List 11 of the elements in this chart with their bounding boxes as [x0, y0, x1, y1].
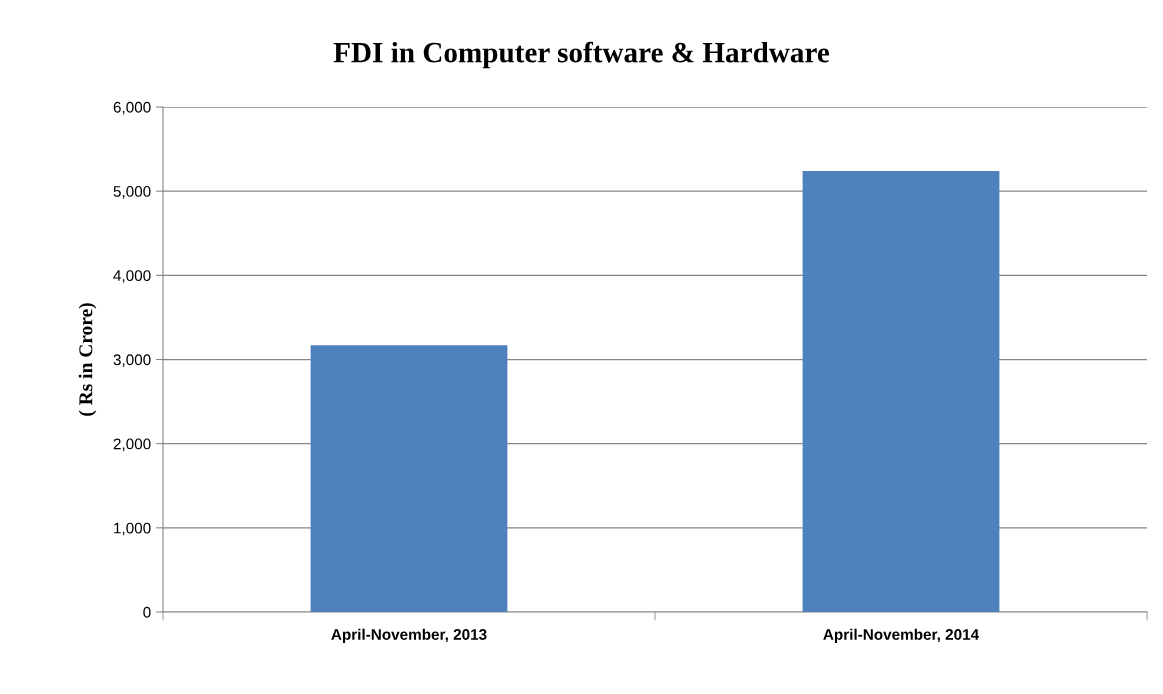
- y-tick-label: 3,000: [113, 354, 151, 367]
- x-tick-label: April-November, 2013: [331, 628, 487, 643]
- y-tick-label: 5,000: [113, 186, 151, 199]
- y-tick-label: 0: [143, 606, 151, 618]
- y-axis-title: ( Rs in Crore): [78, 303, 97, 416]
- y-tick-label: 1,000: [114, 522, 151, 536]
- y-tick-label: 2,000: [113, 438, 151, 452]
- x-tick-label: April-November, 2014: [823, 628, 980, 643]
- y-tick-label: 6,000: [113, 101, 151, 115]
- y-tick-label: 4,000: [113, 270, 151, 283]
- chart-title: FDI in Computer software & Hardware: [333, 41, 830, 69]
